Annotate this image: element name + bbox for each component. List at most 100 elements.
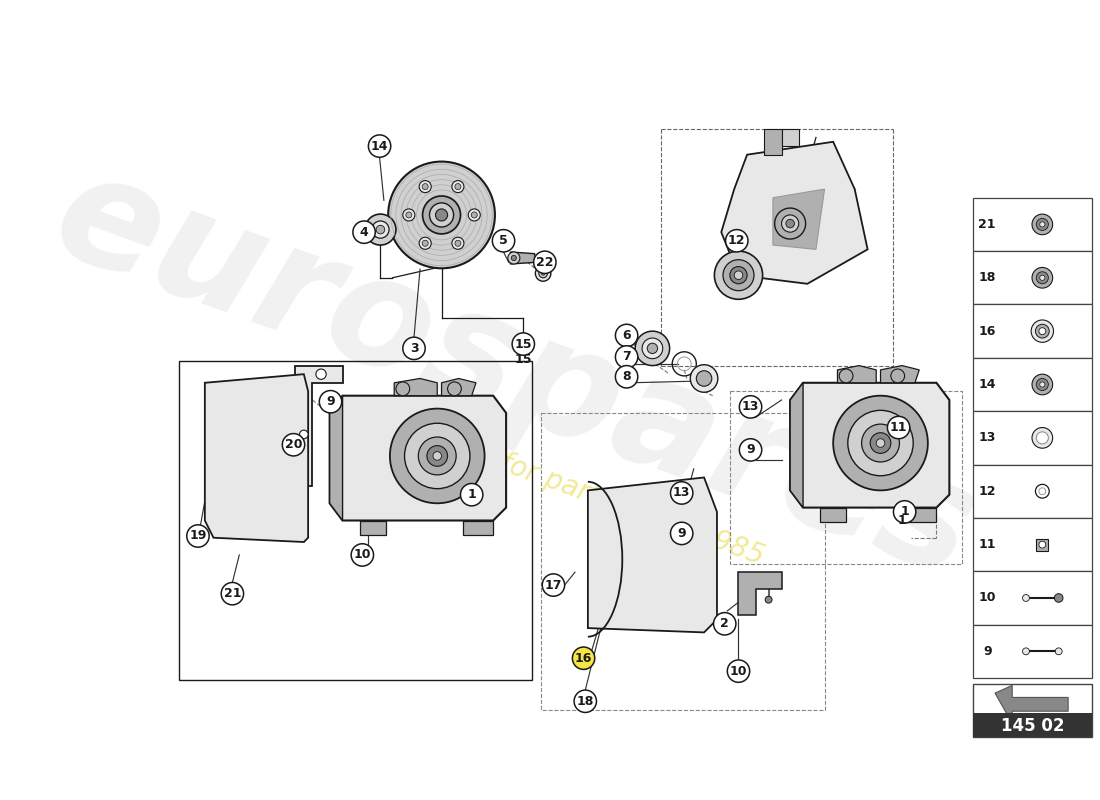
Circle shape bbox=[766, 596, 772, 603]
Circle shape bbox=[839, 369, 853, 382]
Text: a passion for parts since 1985: a passion for parts since 1985 bbox=[364, 401, 768, 571]
Text: 2: 2 bbox=[720, 618, 729, 630]
Circle shape bbox=[615, 324, 638, 346]
Text: 11: 11 bbox=[979, 538, 996, 551]
Circle shape bbox=[1038, 488, 1046, 494]
Circle shape bbox=[726, 230, 748, 252]
Text: 16: 16 bbox=[575, 652, 592, 665]
Polygon shape bbox=[463, 521, 493, 535]
Circle shape bbox=[455, 184, 461, 190]
Polygon shape bbox=[773, 189, 825, 250]
Circle shape bbox=[635, 331, 670, 366]
Circle shape bbox=[615, 366, 638, 388]
Circle shape bbox=[419, 181, 431, 193]
Text: 10: 10 bbox=[353, 549, 371, 562]
Circle shape bbox=[536, 266, 551, 282]
Circle shape bbox=[368, 135, 390, 158]
Polygon shape bbox=[330, 396, 506, 521]
Circle shape bbox=[1055, 594, 1063, 602]
Circle shape bbox=[1031, 320, 1054, 342]
Circle shape bbox=[534, 251, 556, 274]
Circle shape bbox=[1038, 328, 1046, 334]
Circle shape bbox=[353, 221, 375, 243]
Text: 1: 1 bbox=[468, 488, 476, 501]
Circle shape bbox=[539, 269, 548, 278]
Circle shape bbox=[739, 396, 761, 418]
Circle shape bbox=[429, 203, 453, 227]
Circle shape bbox=[513, 333, 535, 355]
Text: 4: 4 bbox=[360, 226, 368, 238]
Circle shape bbox=[187, 525, 209, 547]
Circle shape bbox=[1023, 594, 1030, 602]
Text: 18: 18 bbox=[576, 694, 594, 708]
Circle shape bbox=[888, 416, 910, 438]
Circle shape bbox=[422, 240, 428, 246]
Polygon shape bbox=[996, 686, 1068, 723]
Circle shape bbox=[891, 369, 904, 382]
Bar bbox=[974, 305, 1092, 358]
Circle shape bbox=[1036, 432, 1048, 444]
Bar bbox=[974, 625, 1092, 678]
Bar bbox=[974, 465, 1092, 518]
Circle shape bbox=[422, 196, 461, 234]
Polygon shape bbox=[790, 382, 949, 507]
Polygon shape bbox=[587, 478, 717, 632]
Circle shape bbox=[774, 208, 805, 239]
Polygon shape bbox=[360, 521, 386, 535]
Text: 1: 1 bbox=[900, 506, 909, 518]
Circle shape bbox=[1032, 427, 1053, 448]
Circle shape bbox=[403, 337, 426, 359]
Circle shape bbox=[1055, 648, 1063, 654]
Circle shape bbox=[781, 215, 799, 232]
Text: 8: 8 bbox=[623, 370, 631, 383]
Circle shape bbox=[696, 370, 712, 386]
Text: 15: 15 bbox=[515, 338, 532, 350]
Text: 14: 14 bbox=[979, 378, 996, 391]
Circle shape bbox=[861, 424, 900, 462]
Text: 13: 13 bbox=[979, 431, 996, 444]
Circle shape bbox=[422, 184, 428, 190]
Bar bbox=[1036, 538, 1048, 550]
Circle shape bbox=[376, 226, 385, 234]
Circle shape bbox=[406, 212, 411, 218]
Circle shape bbox=[785, 219, 794, 228]
Text: 9: 9 bbox=[983, 645, 991, 658]
Circle shape bbox=[405, 423, 470, 489]
Circle shape bbox=[1023, 648, 1030, 654]
Polygon shape bbox=[906, 507, 936, 522]
Circle shape bbox=[283, 434, 305, 456]
Circle shape bbox=[739, 438, 761, 461]
Circle shape bbox=[316, 369, 327, 379]
Circle shape bbox=[1036, 272, 1048, 284]
Bar bbox=[974, 571, 1092, 625]
Circle shape bbox=[615, 346, 638, 368]
Circle shape bbox=[1040, 222, 1045, 227]
Circle shape bbox=[714, 613, 736, 635]
Circle shape bbox=[299, 430, 308, 438]
Text: 10: 10 bbox=[979, 591, 996, 605]
Polygon shape bbox=[781, 129, 799, 146]
Circle shape bbox=[221, 582, 243, 605]
Text: 9: 9 bbox=[746, 443, 755, 457]
Circle shape bbox=[1035, 484, 1049, 498]
Circle shape bbox=[848, 410, 913, 476]
Text: 9: 9 bbox=[327, 395, 334, 408]
Circle shape bbox=[1040, 382, 1045, 387]
Polygon shape bbox=[330, 396, 342, 521]
Circle shape bbox=[427, 446, 448, 466]
Circle shape bbox=[418, 437, 456, 475]
Bar bbox=[974, 358, 1092, 411]
Circle shape bbox=[448, 382, 461, 396]
Text: 145 02: 145 02 bbox=[1001, 717, 1065, 734]
Bar bbox=[974, 411, 1092, 465]
Polygon shape bbox=[295, 366, 342, 486]
Circle shape bbox=[1040, 275, 1045, 280]
Circle shape bbox=[1038, 541, 1046, 548]
Circle shape bbox=[1035, 324, 1049, 338]
Circle shape bbox=[1032, 267, 1053, 288]
Text: 17: 17 bbox=[544, 578, 562, 591]
Polygon shape bbox=[764, 129, 781, 154]
Bar bbox=[974, 518, 1092, 571]
Bar bbox=[974, 684, 1092, 738]
Polygon shape bbox=[205, 374, 308, 542]
